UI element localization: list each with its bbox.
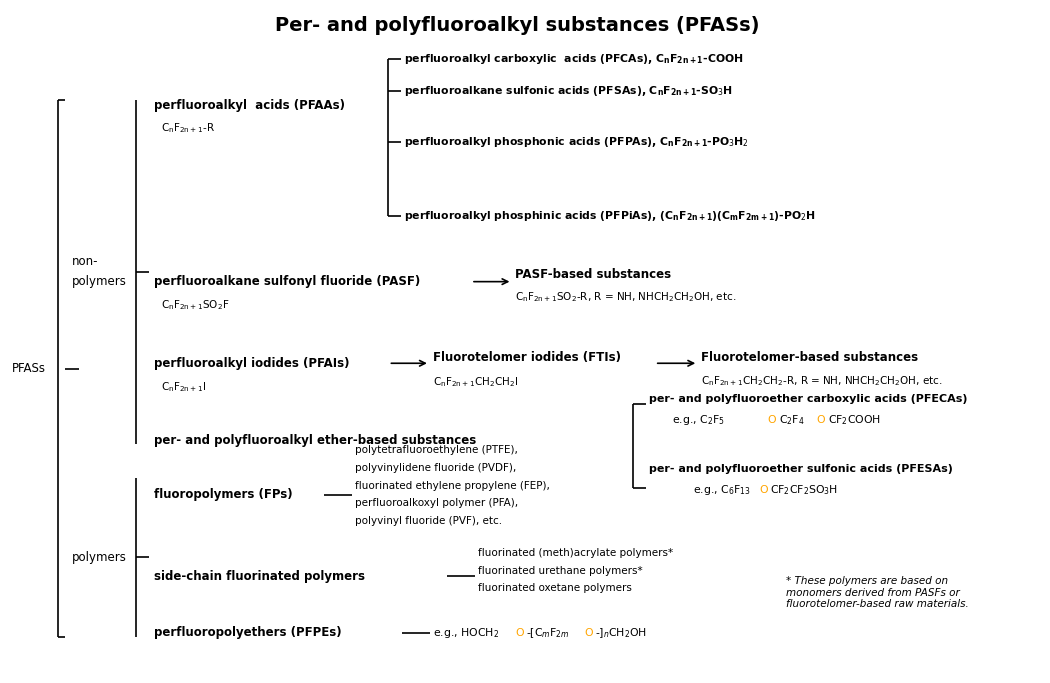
Text: $\mathregular{CF_2COOH}$: $\mathregular{CF_2COOH}$ [828,413,881,427]
Text: $\mathregular{C_nF_{2n+1}CH_2CH_2I}$: $\mathregular{C_nF_{2n+1}CH_2CH_2I}$ [433,375,519,389]
Text: perfluoroalkyl iodides (PFAIs): perfluoroalkyl iodides (PFAIs) [154,357,350,370]
Text: perfluoroalkoxyl polymer (PFA),: perfluoroalkoxyl polymer (PFA), [356,499,519,508]
Text: fluorinated urethane polymers*: fluorinated urethane polymers* [479,566,643,576]
Text: fluoropolymers (FPs): fluoropolymers (FPs) [154,488,293,501]
Text: $\mathregular{C_2F_4}$: $\mathregular{C_2F_4}$ [779,413,804,427]
Text: polymers: polymers [71,275,126,288]
Text: $\mathregular{C_nF_{2n+1}I}$: $\mathregular{C_nF_{2n+1}I}$ [162,380,207,394]
Text: * These polymers are based on
monomers derived from PASFs or
fluorotelomer-based: * These polymers are based on monomers d… [785,576,969,609]
Text: O: O [516,628,524,638]
Text: polyvinylidene fluoride (PVDF),: polyvinylidene fluoride (PVDF), [356,463,517,473]
Text: fluorinated (meth)acrylate polymers*: fluorinated (meth)acrylate polymers* [479,548,673,558]
Text: O: O [759,485,768,494]
Text: -]$_n$CH$_2$OH: -]$_n$CH$_2$OH [595,626,647,639]
Text: $\mathregular{C_nF_{2n+1}}$-R: $\mathregular{C_nF_{2n+1}}$-R [162,122,215,135]
Text: e.g., $\mathregular{C_6F_{13}}$: e.g., $\mathregular{C_6F_{13}}$ [693,483,751,497]
Text: non-: non- [71,255,98,268]
Text: perfluoropolyethers (PFPEs): perfluoropolyethers (PFPEs) [154,626,342,639]
Text: perfluoroalkyl  acids (PFAAs): perfluoroalkyl acids (PFAAs) [154,99,345,112]
Text: polytetrafluoroethylene (PTFE),: polytetrafluoroethylene (PTFE), [356,445,519,456]
Text: fluorinated oxetane polymers: fluorinated oxetane polymers [479,583,632,594]
Text: fluorinated ethylene propylene (FEP),: fluorinated ethylene propylene (FEP), [356,481,550,490]
Text: $\mathregular{CF_2CF_2SO_3H}$: $\mathregular{CF_2CF_2SO_3H}$ [771,483,839,497]
Text: polyvinyl fluoride (PVF), etc.: polyvinyl fluoride (PVF), etc. [356,516,503,526]
Text: side-chain fluorinated polymers: side-chain fluorinated polymers [154,570,365,583]
Text: per- and polyfluoroalkyl ether-based substances: per- and polyfluoroalkyl ether-based sub… [154,434,477,447]
Text: PASF-based substances: PASF-based substances [516,268,672,281]
Text: $\mathregular{C_nF_{2n+1}SO_2F}$: $\mathregular{C_nF_{2n+1}SO_2F}$ [162,298,230,312]
Text: O: O [768,415,776,425]
Text: perfluoroalkane sulfonic acids (PFSAs), $\mathregular{C_nF_{2n+1}}$-SO$_3$H: perfluoroalkane sulfonic acids (PFSAs), … [404,84,733,98]
Text: Fluorotelomer-based substances: Fluorotelomer-based substances [701,350,919,363]
Text: e.g., $\mathregular{C_2F_5}$: e.g., $\mathregular{C_2F_5}$ [672,413,726,427]
Text: -[C$_m$F$_{2m}$: -[C$_m$F$_{2m}$ [526,626,569,639]
Text: perfluoroalkane sulfonyl fluoride (PASF): perfluoroalkane sulfonyl fluoride (PASF) [154,275,420,288]
Text: per- and polyfluoroether sulfonic acids (PFESAs): per- and polyfluoroether sulfonic acids … [649,464,952,475]
Text: Per- and polyfluoroalkyl substances (PFASs): Per- and polyfluoroalkyl substances (PFA… [275,16,760,35]
Text: perfluoroalkyl carboxylic  acids (PFCAs), $\mathregular{C_nF_{2n+1}}$-COOH: perfluoroalkyl carboxylic acids (PFCAs),… [404,52,743,66]
Text: e.g., HOCH$_2$: e.g., HOCH$_2$ [433,626,499,640]
Text: perfluoroalkyl phosphinic acids (PFPiAs), ($\mathregular{C_nF_{2n+1}}$)($\mathre: perfluoroalkyl phosphinic acids (PFPiAs)… [404,209,816,223]
Text: O: O [817,415,825,425]
Text: polymers: polymers [71,551,126,564]
Text: per- and polyfluoroether carboxylic acids (PFECAs): per- and polyfluoroether carboxylic acid… [649,394,967,404]
Text: $\mathregular{C_nF_{2n+1}CH_2CH_2}$-R, R = NH, NHCH$_2$CH$_2$OH, etc.: $\mathregular{C_nF_{2n+1}CH_2CH_2}$-R, R… [701,374,943,388]
Text: PFASs: PFASs [12,362,46,375]
Text: Fluorotelomer iodides (FTIs): Fluorotelomer iodides (FTIs) [433,350,621,363]
Text: perfluoroalkyl phosphonic acids (PFPAs), $\mathregular{C_nF_{2n+1}}$-PO$_3$H$_2$: perfluoroalkyl phosphonic acids (PFPAs),… [404,135,749,149]
Text: O: O [585,628,593,638]
Text: $\mathregular{C_nF_{2n+1}SO_2}$-R, R = NH, NHCH$_2$CH$_2$OH, etc.: $\mathregular{C_nF_{2n+1}SO_2}$-R, R = N… [516,290,737,304]
